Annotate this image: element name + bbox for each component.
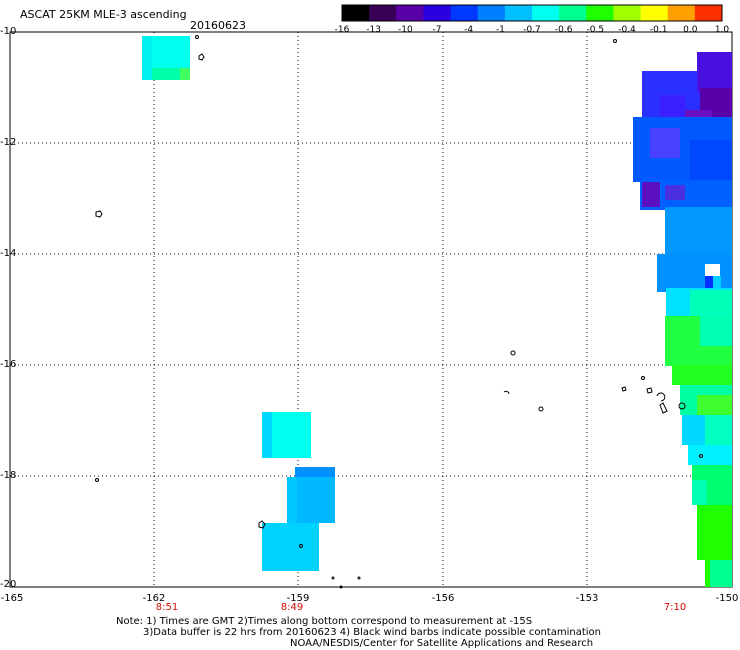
lon-label: -150 <box>715 593 739 604</box>
colorbar-tick-label: -4 <box>464 25 474 35</box>
graticule <box>10 32 732 587</box>
lat-label: -16 <box>0 359 17 370</box>
time-label: 7:10 <box>663 602 687 613</box>
wind-data-swath-east <box>633 52 732 587</box>
lon-label: -159 <box>286 593 310 604</box>
lat-label: -18 <box>0 470 17 481</box>
colorbar-segment <box>342 5 370 21</box>
colorbar-segment <box>369 5 397 21</box>
lon-label: -162 <box>142 593 166 604</box>
lon-label: -165 <box>0 593 24 604</box>
wind-data-patches-west <box>142 36 335 571</box>
colorbar-segment <box>586 5 614 21</box>
lat-label: -20 <box>0 579 17 590</box>
colorbar-segment <box>504 5 533 21</box>
colorbar-tick-label: -10 <box>397 25 413 35</box>
colorbar-tick-label: -16 <box>334 25 350 35</box>
note-line-1: Note: 1) Times are GMT 2)Times along bot… <box>116 616 533 627</box>
plot-frame <box>9 31 733 588</box>
colorbar-tick-label: -0.4 <box>618 25 636 35</box>
colorbar-segment <box>613 5 642 21</box>
time-label: 8:49 <box>280 602 304 613</box>
lat-label: -14 <box>0 248 17 259</box>
colorbar-segment <box>450 5 479 21</box>
colorbar-segment <box>667 5 696 21</box>
map-date: 20160623 <box>190 19 246 32</box>
time-label: 8:51 <box>155 602 179 613</box>
colorbar-tick-label: -0.5 <box>586 25 605 35</box>
colorbar-segment <box>396 5 424 21</box>
colorbar-segment <box>694 5 723 21</box>
map-title: ASCAT 25KM MLE-3 ascending <box>20 8 187 21</box>
colorbar <box>342 5 723 21</box>
colorbar-tick-label: -0.6 <box>554 25 573 35</box>
colorbar-segment <box>423 5 452 21</box>
colorbar-segment <box>532 5 560 21</box>
note-line-2: 3)Data buffer is 22 hrs from 20160623 4)… <box>143 627 601 638</box>
colorbar-tick-label: -1 <box>495 25 505 35</box>
colorbar-tick-label: -0.1 <box>649 25 668 35</box>
colorbar-tick-label: 0.0 <box>683 25 698 35</box>
colorbar-tick-label: -7 <box>432 25 442 35</box>
colorbar-tick-label: -13 <box>366 25 382 35</box>
lat-label: -10 <box>0 26 17 37</box>
colorbar-tick-label: 1.0 <box>714 25 730 35</box>
colorbar-frame <box>341 4 723 22</box>
colorbar-segment <box>559 5 587 21</box>
colorbar-segment <box>477 5 506 21</box>
note-line-3: NOAA/NESDIS/Center for Satellite Applica… <box>290 638 594 649</box>
colorbar-tick-label: -0.7 <box>523 25 541 35</box>
colorbar-segment <box>640 5 669 21</box>
island-outlines <box>95 35 703 589</box>
lon-label: -156 <box>431 593 455 604</box>
lon-label: -153 <box>575 593 599 604</box>
lat-label: -12 <box>0 137 17 148</box>
